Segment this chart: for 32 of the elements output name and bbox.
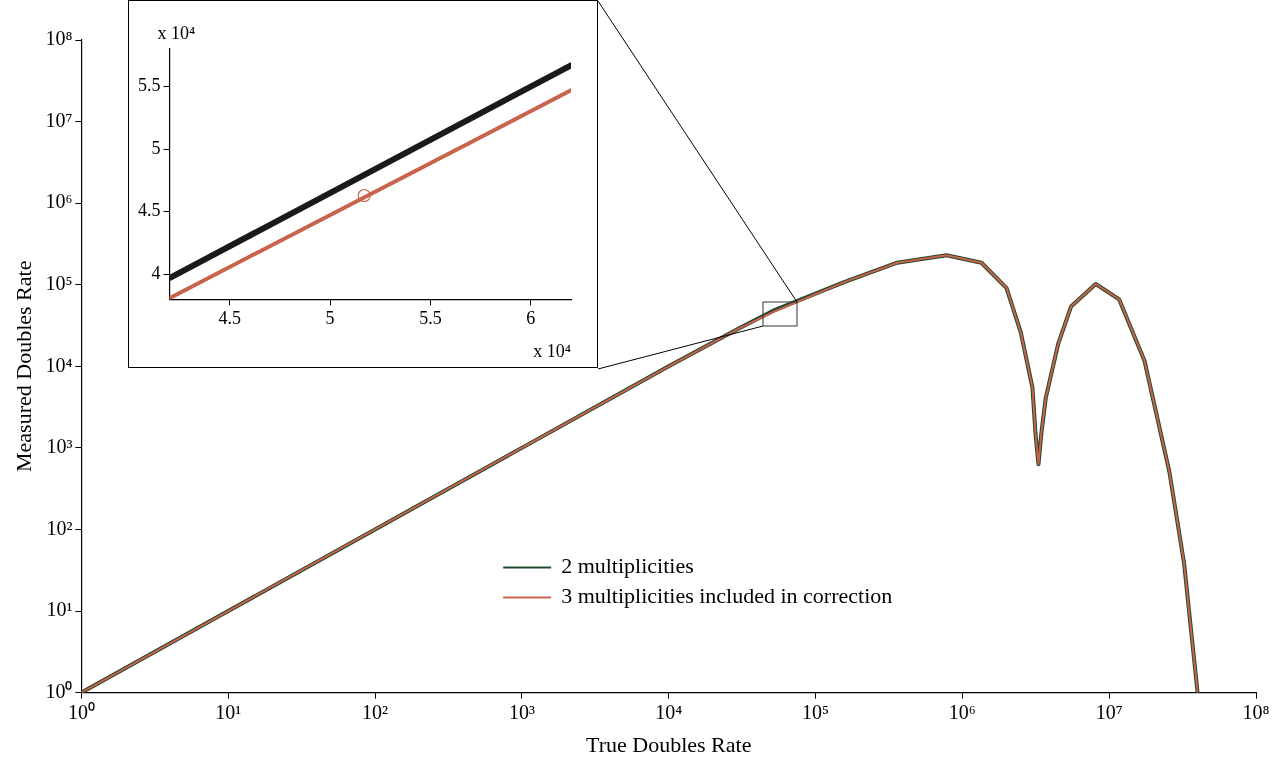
y-tick-label: 10² (46, 516, 73, 539)
x-tick-label: 10⁷ (1095, 700, 1123, 723)
y-tick-label: 10⁸ (45, 27, 73, 50)
legend-label: 3 multiplicities included in correction (561, 583, 893, 609)
x-tick-label: 10¹ (215, 700, 242, 723)
y-tick-label: 5 (151, 137, 161, 158)
x-tick-label: 10⁵ (802, 700, 830, 723)
x-tick-label: 5.5 (419, 307, 442, 328)
x-tick-label: 10⁸ (1242, 700, 1270, 723)
x-tick-label: 10⁶ (948, 700, 976, 723)
y-tick-label: 10⁵ (45, 271, 73, 294)
y-tick-label: 10⁰ (45, 679, 73, 702)
y-tick-label: 10⁷ (45, 108, 73, 131)
x-tick-label: 10⁴ (655, 700, 683, 723)
x-tick-label: 10³ (508, 700, 535, 723)
x-tick-label: 4.5 (218, 307, 241, 328)
x-tick-label: 6 (526, 307, 536, 328)
annotation: x 10⁴ (533, 340, 571, 361)
legend-label: 2 multiplicities (561, 553, 694, 579)
y-tick-label: 4.5 (138, 200, 161, 221)
x-tick-label: 10² (362, 700, 389, 723)
x-tick-label: 5 (325, 307, 335, 328)
y-tick-label: 5.5 (138, 75, 161, 96)
y-tick-label: 10⁶ (45, 190, 73, 213)
y-tick-label: 10¹ (46, 598, 73, 621)
annotation: x 10⁴ (157, 22, 196, 43)
y-tick-label: 10⁴ (45, 353, 73, 376)
y-tick-label: 10³ (46, 435, 73, 458)
x-tick-label: 10⁰ (67, 700, 95, 723)
x-axis-title: True Doubles Rate (586, 731, 752, 757)
y-axis-title: Measured Doubles Rate (10, 260, 36, 472)
y-tick-label: 4 (151, 263, 161, 284)
